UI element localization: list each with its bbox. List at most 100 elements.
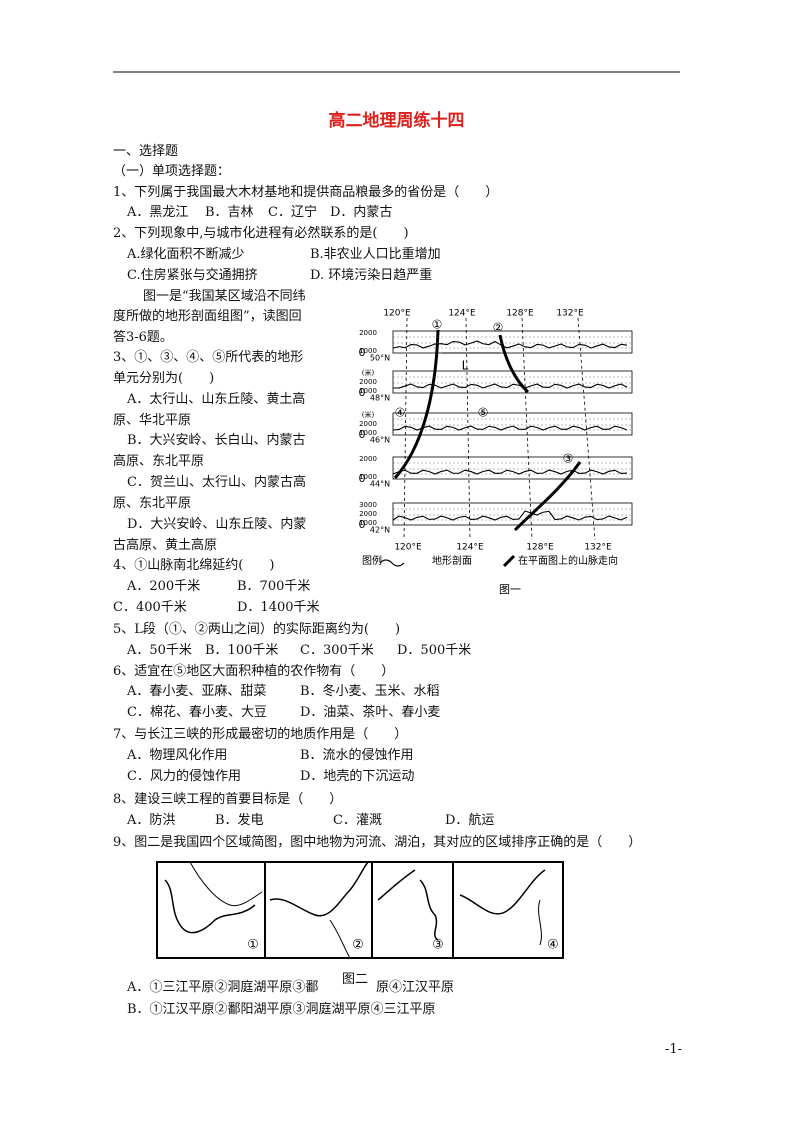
latitude-label: 44°N <box>370 480 390 489</box>
latitude-label: 46°N <box>370 436 390 445</box>
option: A．防洪 <box>127 813 176 828</box>
intro-line: 图一是“我国某区域沿不同纬 <box>143 289 306 304</box>
option: C．风力的侵蚀作用 <box>127 769 241 784</box>
option: D．内蒙古 <box>330 205 393 220</box>
elevation-label: 1000 <box>359 519 377 527</box>
legend-item: 地形剖面 <box>432 554 472 567</box>
profile-panel <box>392 383 628 389</box>
longitude-label: 132°E <box>556 309 584 319</box>
option: D. 环境污染日趋严重 <box>310 268 433 283</box>
profile-panel <box>392 340 628 349</box>
option: A．50千米 <box>127 643 192 658</box>
question-stem: 单元分别为( ) <box>113 371 215 386</box>
profile-panel <box>392 456 633 480</box>
elevation-label: 0 <box>359 472 366 485</box>
option: B．大兴安岭、长白山、内蒙古 <box>127 433 306 448</box>
elevation-label: 1000 <box>359 473 377 481</box>
option: 高原、东北平原 <box>113 454 205 469</box>
profile-panel <box>392 510 628 521</box>
option: D．地壳的下沉运动 <box>300 769 415 784</box>
figure1-frame <box>379 317 596 568</box>
latitude-label: 50°N <box>370 354 390 363</box>
profile-panel <box>392 412 633 436</box>
option: C．400千米 <box>113 600 187 615</box>
profile-panel <box>392 425 628 431</box>
option: B．①江汉平原②鄱阳湖平原③洞庭湖平原④三江平原 <box>127 1002 436 1017</box>
option: D．大兴安岭、山东丘陵、内蒙 <box>127 517 307 532</box>
figure-caption: 图一 <box>499 583 521 596</box>
profile-panel <box>392 502 633 526</box>
option: C．辽宁 <box>268 205 317 220</box>
profile-panel <box>392 469 628 475</box>
elevation-label: 2000 <box>359 329 377 337</box>
profile-panel <box>392 370 633 394</box>
longitude-label: 128°E <box>506 309 534 319</box>
figure-marker: ④ <box>395 406 406 420</box>
question-stem: 6、适宜在⑤地区大面积种植的农作物有（ ） <box>113 664 395 679</box>
legend-item: 在平面图上的山脉走向 <box>518 554 618 567</box>
elevation-label: 2000 <box>359 455 377 463</box>
page-number: -1- <box>665 1042 683 1057</box>
figure-caption: 图二 <box>342 972 369 987</box>
option: C．灌溉 <box>333 813 382 828</box>
option: C．300千米 <box>300 643 374 658</box>
intro-line: 答3-6题。 <box>113 330 173 345</box>
option: A．200千米 <box>127 579 201 594</box>
latitude-label: 48°N <box>370 394 390 403</box>
elevation-label: (米) <box>362 368 375 377</box>
region-label: ① <box>247 938 259 953</box>
elevation-label: 0 <box>359 518 366 531</box>
subsection-heading: （一）单项选择题： <box>113 164 231 179</box>
intro-line: 度所做的地形剖面组图”，读图回 <box>113 309 302 324</box>
region-label: ② <box>352 938 364 953</box>
elevation-label: (米) <box>362 410 375 419</box>
question-stem: 3、①、③、④、⑤所代表的地形 <box>113 350 304 365</box>
option: B．100千米 <box>205 643 279 658</box>
title: 高二地理周练十四 <box>328 111 465 131</box>
figure-marker: ① <box>432 318 443 332</box>
longitude-label: 124°E <box>448 309 476 319</box>
figure-marker: L <box>462 359 469 373</box>
question-stem: 4、①山脉南北绵延约( ) <box>113 558 275 573</box>
elevation-label: 2000 <box>359 420 377 428</box>
longitude-label: 120°E <box>383 309 411 319</box>
region-label: ③ <box>432 938 444 953</box>
option: B.非农业人口比重增加 <box>310 247 441 262</box>
question-stem: 2、下列现象中,与城市化进程有必然联系的是( ) <box>113 226 409 241</box>
elevation-label: 1000 <box>359 347 377 355</box>
elevation-label: 2000 <box>359 510 377 518</box>
option: 原④江汉平原 <box>376 980 455 995</box>
question-stem: 9、图二是我国四个区域简图，图中地物为河流、湖泊，其对应的区域排序正确的是（ ） <box>113 835 642 850</box>
figure-marker: ⑤ <box>478 406 489 420</box>
option: B．700千米 <box>237 579 311 594</box>
option: 原、东北平原 <box>113 496 192 511</box>
option: D．航运 <box>445 813 495 828</box>
option: D．500千米 <box>397 643 472 658</box>
latitude-label: 42°N <box>370 526 390 535</box>
option: C．贺兰山、太行山、内蒙古高 <box>127 475 306 490</box>
longitude-label: 132°E <box>584 543 612 553</box>
question-stem: 5、L段（①、②两山之间）的实际距离约为( ) <box>113 622 401 637</box>
region-label: ④ <box>547 938 559 953</box>
option: B．流水的侵蚀作用 <box>300 748 414 763</box>
option: 原、华北平原 <box>113 413 192 428</box>
option: A．春小麦、亚麻、甜菜 <box>127 684 267 699</box>
longitude-label: 124°E <box>456 543 484 553</box>
option: A．黑龙江 <box>127 205 189 220</box>
question-stem: 8、建设三峡工程的首要目标是（ ） <box>113 792 343 807</box>
option: A.绿化面积不断减少 <box>127 247 245 262</box>
section-heading: 一、选择题 <box>113 144 179 159</box>
elevation-label: 0 <box>359 346 366 359</box>
option: B．吉林 <box>205 205 254 220</box>
longitude-label: 128°E <box>526 543 554 553</box>
option: D．1400千米 <box>237 600 320 615</box>
option: A．物理风化作用 <box>127 748 228 763</box>
elevation-label: 2000 <box>359 378 377 386</box>
option: A．①三江平原②洞庭湖平原③鄱 <box>127 980 319 995</box>
figure-marker: ② <box>493 321 504 335</box>
elevation-label: 3000 <box>359 501 377 509</box>
option: C.住房紧张与交通拥挤 <box>127 268 258 283</box>
profile-panel <box>392 330 633 354</box>
elevation-label: 1000 <box>359 429 377 437</box>
option: C．棉花、春小麦、大豆 <box>127 705 267 720</box>
